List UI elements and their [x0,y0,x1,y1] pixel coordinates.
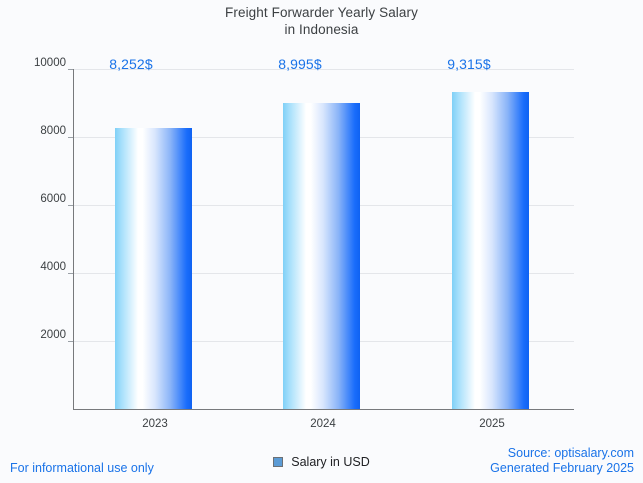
generated-text: Generated February 2025 [490,461,634,475]
y-axis-line [73,69,74,410]
x-tick-label-2024: 2024 [310,418,336,430]
y-tick-label-4000: 4000 [40,261,66,273]
source-block: Source: optisalary.com Generated Februar… [490,446,634,476]
y-tick-mark-8000 [68,137,73,138]
value-label-2024: 8,995$ [278,56,322,72]
bar-2023[interactable] [115,128,192,409]
y-tick-mark-10000 [68,69,73,70]
chart-title-line1: Freight Forwarder Yearly Salary [225,5,418,20]
y-tick-mark-6000 [68,205,73,206]
chart-title-line2: in Indonesia [284,22,359,37]
y-tick-label-10000: 10000 [34,57,66,69]
y-tick-mark-4000 [68,273,73,274]
x-axis-line [73,409,574,410]
disclaimer-text: For informational use only [10,461,154,475]
legend-swatch-icon [273,457,284,467]
y-tick-label-2000: 2000 [40,329,66,341]
gridline-10000 [73,69,574,70]
value-label-2025: 9,315$ [447,56,491,72]
bar-2025[interactable] [452,92,529,409]
y-axis-labels: 10000 8000 6000 4000 2000 [0,57,643,410]
chart-legend: Salary in USD [0,455,643,469]
y-tick-label-8000: 8000 [40,125,66,137]
legend-item-label: Salary in USD [291,455,370,469]
plot-area [68,69,574,410]
chart-title: Freight Forwarder Yearly Salary in Indon… [0,4,643,38]
x-tick-label-2025: 2025 [479,418,505,430]
bar-2024[interactable] [283,103,360,409]
source-text: Source: optisalary.com [507,446,634,460]
x-tick-label-2023: 2023 [142,418,168,430]
y-tick-mark-2000 [68,341,73,342]
y-tick-label-6000: 6000 [40,193,66,205]
value-label-2023: 8,252$ [109,56,153,72]
